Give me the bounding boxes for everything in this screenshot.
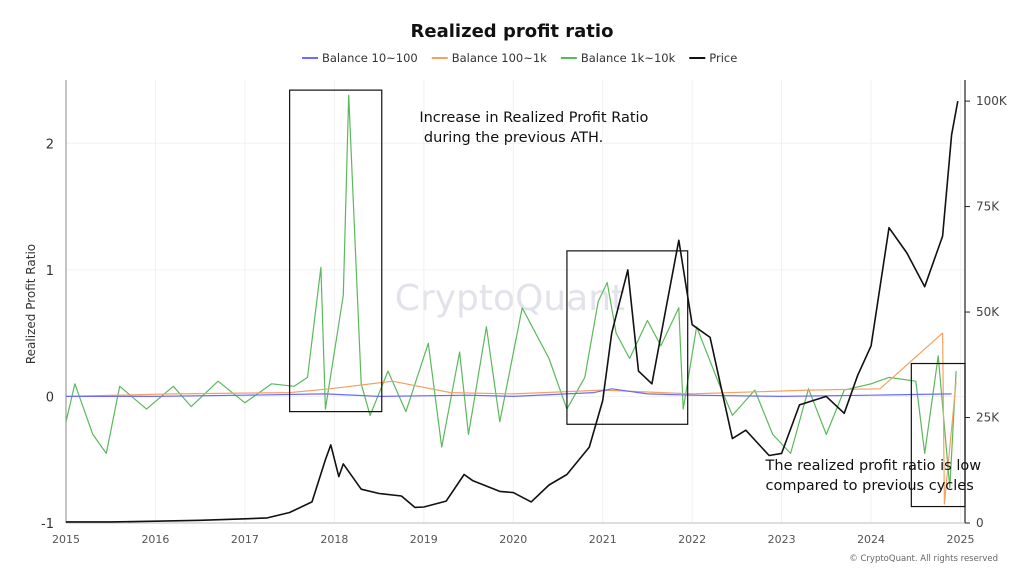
y-tick-label-left: 0 (46, 390, 54, 405)
chart-title: Realized profit ratio (411, 21, 614, 42)
annotation-line: during the previous ATH. (419, 130, 603, 146)
y-tick-label-left: 2 (46, 137, 54, 152)
x-tick-label: 2015 (52, 533, 80, 546)
watermark: CryptoQuant (395, 278, 625, 319)
series-line-1 (66, 388, 952, 397)
annotation-line: The realized profit ratio is low (765, 458, 982, 474)
x-tick-label: 2016 (141, 533, 169, 546)
y-tick-label-left: 1 (46, 264, 54, 279)
series-layer (65, 94, 959, 523)
annotation-line: Increase in Realized Profit Ratio (419, 110, 648, 126)
y-tick-label-right: 0 (976, 516, 984, 530)
series-line-3 (65, 94, 957, 489)
x-axis-ticks: 2015 2016 2017 2018 2019 2020 2021 2022 2023 2024… (52, 533, 975, 546)
y-tick-label-right: 25K (976, 411, 1000, 425)
y-tick-label-right: 50K (976, 305, 1000, 319)
x-tick-label: 2018 (320, 533, 348, 546)
x-tick-label: 2024 (857, 533, 885, 546)
annotation-line: compared to previous cycles (766, 478, 974, 494)
legend-item-3: Balance 1k~10k (560, 51, 676, 65)
x-tick-label: 2017 (231, 533, 259, 546)
legend-label: Balance 1k~10k (581, 51, 676, 65)
x-tick-label: 2022 (678, 533, 706, 546)
legend-label: Price (709, 51, 737, 65)
highlight-box-1 (289, 89, 383, 413)
y-tick-label-left: -1 (41, 517, 54, 532)
legend-item-1: Balance 10~100 (302, 51, 418, 65)
annotation-2: The realized profit ratio is low compared… (765, 458, 982, 494)
annotation-1: Increase in Realized Profit Ratio during… (419, 110, 648, 146)
x-tick-label: 2019 (410, 533, 438, 546)
y-axis-right-ticks: 0 25K 50K 75K 100K (965, 94, 1008, 530)
x-tick-label: 2023 (768, 533, 796, 546)
legend-label: Balance 10~100 (322, 51, 418, 65)
annotations: Increase in Realized Profit Ratio during… (419, 110, 981, 494)
x-tick-label: 2025 (947, 533, 975, 546)
y-tick-label-right: 75K (976, 200, 1000, 214)
legend-item-2: Balance 100~1k (431, 51, 547, 65)
y-tick-label-right: 100K (976, 94, 1008, 108)
legend-label: Balance 100~1k (452, 51, 547, 65)
series-line-4 (66, 100, 959, 523)
y-axis-label: Realized Profit Ratio (24, 244, 38, 364)
highlight-box-3 (910, 362, 966, 508)
series-line-2 (65, 332, 957, 505)
copyright-text: © CryptoQuant. All rights reserved (849, 554, 998, 564)
x-tick-label: 2020 (499, 533, 527, 546)
x-tick-label: 2021 (589, 533, 617, 546)
legend: Balance 10~100 Balance 100~1k Balance 1k~1… (302, 51, 737, 65)
highlight-box-2 (566, 250, 689, 425)
highlight-boxes (289, 89, 966, 508)
y-axis-left-ticks: -1 0 1 2 (41, 137, 54, 532)
legend-item-4: Price (689, 51, 737, 65)
